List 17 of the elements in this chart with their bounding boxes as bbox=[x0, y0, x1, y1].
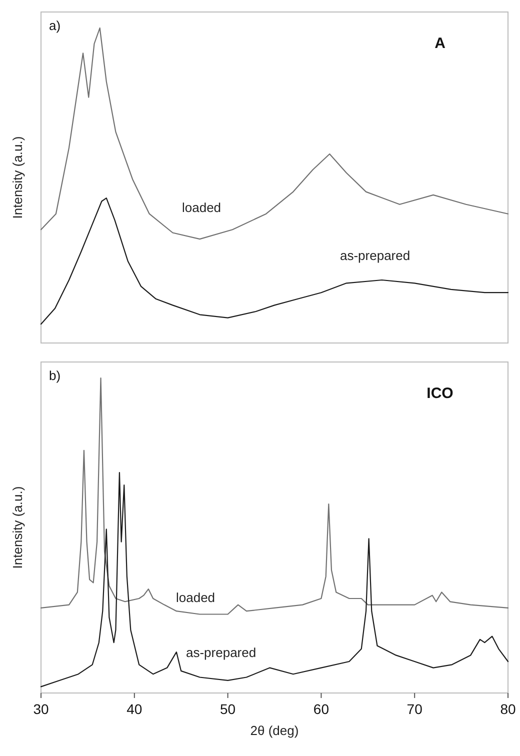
annotation: a) bbox=[49, 18, 61, 33]
x-tick-label: 60 bbox=[313, 701, 330, 717]
x-tick-label: 80 bbox=[500, 701, 516, 717]
x-tick-label: 40 bbox=[126, 701, 142, 717]
text: ICO bbox=[426, 385, 454, 402]
x-axis-title: 2θ (deg) bbox=[250, 723, 299, 738]
y-axis-title: Intensity (a.u.) bbox=[10, 136, 25, 219]
x-tick-label: 50 bbox=[220, 701, 236, 717]
series-label: loaded bbox=[182, 200, 222, 215]
text: A bbox=[434, 35, 446, 52]
x-tick-label: 30 bbox=[33, 701, 49, 717]
series-label: as-prepared bbox=[186, 645, 256, 660]
annotation: b) bbox=[49, 368, 61, 383]
y-axis-title: Intensity (a.u.) bbox=[10, 486, 25, 569]
series-label: as-prepared bbox=[340, 248, 410, 263]
series-label: loaded bbox=[176, 590, 216, 605]
x-tick-label: 70 bbox=[406, 701, 423, 717]
